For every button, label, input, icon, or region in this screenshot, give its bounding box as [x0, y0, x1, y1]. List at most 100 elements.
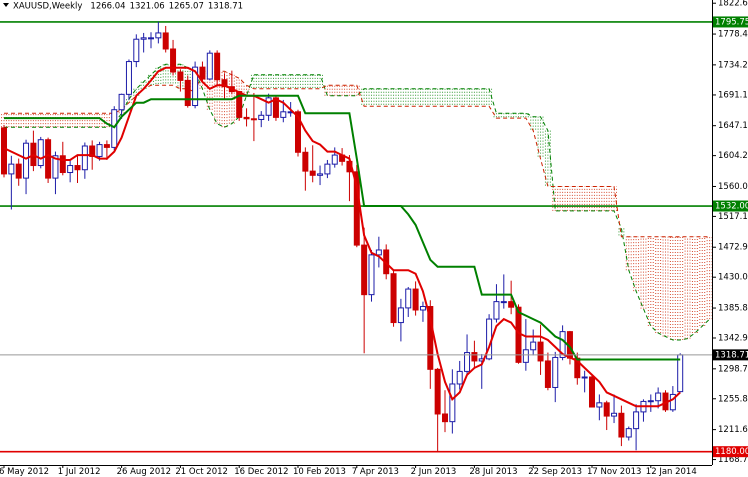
- candle-body: [449, 383, 456, 423]
- candle-body: [280, 111, 287, 118]
- candle-body: [537, 341, 544, 362]
- candle-body: [118, 93, 125, 111]
- cloud-line-b: [4, 70, 710, 238]
- candle-body: [243, 116, 250, 120]
- x-tick-label: 7 Apr 2013: [352, 467, 399, 477]
- y-tick-label: 1778.40: [718, 30, 748, 40]
- candle-body: [633, 411, 640, 430]
- candle-body: [103, 144, 110, 148]
- y-tick-label: 1691.15: [718, 90, 748, 100]
- x-tick-label: 17 Nov 2013: [587, 467, 641, 477]
- candle-body: [258, 114, 265, 120]
- candle-body: [295, 111, 301, 153]
- header-value: 1318.71: [208, 2, 243, 12]
- candle-body: [23, 142, 30, 179]
- header-value: 1265.07: [169, 2, 204, 12]
- candle-body: [317, 173, 324, 176]
- candle-body: [162, 32, 169, 50]
- y-tick-label: 1472.95: [718, 243, 748, 253]
- candle-body: [52, 155, 59, 179]
- candle-body: [177, 71, 184, 81]
- candle-body: [250, 118, 257, 121]
- last-price-label: 1318.71: [715, 350, 748, 360]
- cloud-line-a: [4, 63, 710, 341]
- candle-body: [390, 273, 397, 324]
- candle-body: [552, 356, 559, 388]
- candle-body: [544, 360, 551, 388]
- y-tick-label: 1822.60: [718, 0, 748, 9]
- candle-body: [309, 170, 316, 176]
- y-tick-label: 1517.10: [718, 212, 748, 222]
- candle-body: [397, 307, 404, 324]
- candle-body: [589, 376, 595, 408]
- candle-body: [603, 402, 610, 417]
- y-tick-label: 1211.60: [718, 425, 748, 435]
- y-tick-label: 1647.10: [718, 121, 748, 131]
- plot-area: [0, 21, 713, 453]
- candle-body: [170, 48, 177, 73]
- x-tick-label: 1 Jul 2012: [58, 467, 101, 477]
- x-tick-label: 28 Jul 2013: [469, 467, 517, 477]
- candle-body: [559, 331, 566, 358]
- candle-body: [508, 301, 515, 308]
- candle-body: [361, 244, 368, 296]
- level-tag-label: 1180.00: [715, 447, 748, 457]
- candle-body: [199, 66, 206, 80]
- y-tick-label: 1604.20: [718, 151, 748, 161]
- candle-body: [89, 145, 96, 157]
- y-tick-label: 1342.90: [718, 333, 748, 343]
- level-tag: [713, 200, 748, 212]
- candle-body: [427, 306, 434, 370]
- candle-body: [206, 52, 213, 80]
- candle-body: [324, 163, 331, 175]
- candle-body: [368, 254, 375, 296]
- candle-body: [74, 165, 81, 171]
- candle-body: [59, 155, 66, 174]
- x-tick-label: 16 Dec 2012: [234, 467, 288, 477]
- candle-body: [111, 109, 118, 148]
- candle-body: [625, 428, 632, 438]
- candle-body: [493, 301, 500, 320]
- candle-body: [464, 352, 471, 372]
- candle-body: [412, 288, 419, 311]
- y-tick-label: 1385.80: [718, 304, 748, 314]
- header-value: 1321.06: [130, 2, 165, 12]
- candle-body: [302, 151, 309, 172]
- candle-body: [15, 163, 22, 179]
- candle-body: [618, 412, 625, 438]
- y-tick-label: 1430.00: [718, 273, 748, 283]
- level-tag-label: 1532.00: [715, 202, 748, 212]
- candle-body: [221, 79, 228, 88]
- candle-body: [596, 402, 603, 408]
- y-tick-label: 1734.25: [718, 60, 748, 70]
- candle-body: [419, 306, 426, 311]
- header-arrow: [3, 3, 9, 7]
- chart-title: XAUUSD,Weekly: [13, 2, 82, 12]
- candle-body: [456, 370, 463, 385]
- level-tag-label: 1795.75: [715, 17, 748, 27]
- x-tick-label: 6 May 2012: [0, 467, 49, 477]
- candle-body: [1, 127, 7, 175]
- candle-body: [8, 163, 15, 175]
- level-tag: [713, 16, 748, 28]
- candle-body: [214, 52, 221, 81]
- x-tick-label: 22 Sep 2013: [528, 467, 582, 477]
- x-tick-label: 10 Feb 2013: [293, 467, 346, 477]
- candle-body: [192, 66, 199, 107]
- candle-body: [265, 97, 272, 116]
- candle-body: [184, 79, 191, 107]
- level-tag: [713, 446, 748, 458]
- indicator-line: [3, 66, 681, 408]
- candle-body: [647, 400, 654, 403]
- header-value: 1266.04: [90, 2, 125, 12]
- last-price-tag: [713, 349, 748, 361]
- candle-body: [500, 301, 507, 304]
- candle-body: [611, 412, 618, 417]
- candle-body: [133, 38, 140, 63]
- candle-body: [581, 376, 588, 379]
- x-tick-label: 12 Jan 2014: [646, 467, 697, 477]
- candle-body: [37, 139, 44, 167]
- y-tick-label: 1298.70: [718, 364, 748, 374]
